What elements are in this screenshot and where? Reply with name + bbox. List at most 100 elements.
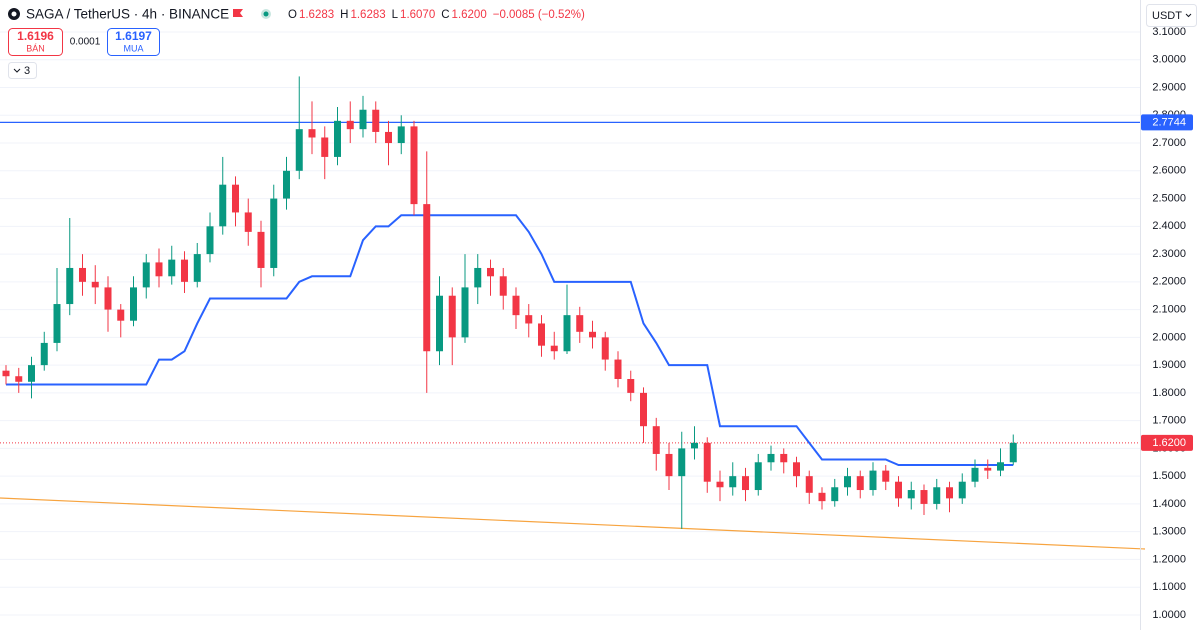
candle-body bbox=[895, 481, 902, 499]
price-axis: 1.00001.10001.20001.30001.40001.50001.60… bbox=[1141, 26, 1193, 621]
sell-label: BÁN bbox=[26, 43, 45, 53]
y-tick-label: 1.5000 bbox=[1152, 470, 1186, 482]
candle-body bbox=[155, 262, 163, 277]
candle-body bbox=[461, 287, 469, 338]
y-tick-label: 2.3000 bbox=[1152, 248, 1186, 260]
ohlc-key: L bbox=[392, 9, 399, 21]
flag-icon[interactable] bbox=[233, 9, 243, 17]
candle-body bbox=[831, 487, 839, 502]
y-tick-label: 2.2000 bbox=[1152, 276, 1186, 288]
candle-body bbox=[805, 476, 813, 493]
candle-body bbox=[767, 453, 775, 463]
currency-select[interactable] bbox=[1146, 4, 1197, 27]
ohlc-value: 1.6200 bbox=[452, 9, 487, 21]
candle-body bbox=[703, 442, 711, 482]
candle-body bbox=[168, 259, 176, 277]
candle-body bbox=[984, 467, 992, 471]
candle-body bbox=[665, 453, 673, 477]
price-label: 1.6200 bbox=[1152, 437, 1186, 449]
status-dot-inner bbox=[263, 11, 269, 17]
buy-button[interactable] bbox=[107, 28, 160, 56]
candle-body bbox=[742, 476, 749, 491]
sell-price: 1.6196 bbox=[17, 29, 54, 43]
candle-body bbox=[780, 453, 788, 463]
candle-body bbox=[15, 376, 23, 382]
candle-body bbox=[601, 337, 609, 360]
candle-body bbox=[181, 259, 188, 282]
chevron bbox=[13, 68, 21, 73]
candle-body bbox=[2, 370, 10, 377]
chevron bbox=[1185, 13, 1192, 18]
candle-body bbox=[729, 476, 737, 488]
candle-body bbox=[40, 342, 48, 366]
candle-body bbox=[206, 226, 214, 255]
y-tick-label: 3.1000 bbox=[1152, 26, 1186, 38]
candle-body bbox=[448, 295, 456, 338]
candle-body bbox=[589, 331, 596, 338]
y-tick-label: 1.9000 bbox=[1152, 359, 1186, 371]
y-tick-label: 2.9000 bbox=[1152, 81, 1186, 93]
symbol-title: SAGA / TetherUS · 4h · BINANCE bbox=[26, 7, 229, 22]
candle-body bbox=[397, 126, 405, 144]
candle-body bbox=[474, 267, 482, 288]
candle-body bbox=[193, 254, 201, 282]
candle-body bbox=[550, 345, 558, 352]
candle-body bbox=[423, 204, 431, 352]
y-tick-label: 2.7000 bbox=[1152, 137, 1186, 149]
y-tick-label: 1.8000 bbox=[1152, 387, 1186, 399]
sell-button[interactable] bbox=[8, 28, 63, 56]
candle-body bbox=[856, 476, 864, 491]
y-tick-label: 1.4000 bbox=[1152, 498, 1186, 510]
candle-body bbox=[499, 276, 507, 296]
candle-body bbox=[933, 487, 941, 504]
candle-body bbox=[117, 309, 125, 321]
candle-body bbox=[678, 448, 686, 477]
indicators-toggle[interactable] bbox=[8, 62, 37, 79]
candle-body bbox=[346, 120, 354, 130]
candle-body bbox=[385, 131, 392, 144]
candle-body bbox=[28, 365, 35, 382]
candle-body bbox=[691, 442, 698, 449]
candle-body bbox=[754, 462, 762, 491]
ohlc-key: H bbox=[340, 9, 348, 21]
y-tick-label: 2.0000 bbox=[1152, 331, 1186, 343]
buy-label: MUA bbox=[124, 43, 144, 53]
ohlc-value: 1.6283 bbox=[350, 9, 385, 21]
y-tick-label: 3.0000 bbox=[1152, 54, 1186, 66]
y-tick-label: 2.5000 bbox=[1152, 192, 1186, 204]
candle-body bbox=[525, 315, 533, 324]
price-label: 2.7744 bbox=[1152, 116, 1186, 128]
candle-body bbox=[244, 212, 252, 232]
candle-body bbox=[997, 462, 1004, 471]
ohlc-key: O bbox=[288, 9, 297, 21]
y-tick-label: 1.7000 bbox=[1152, 415, 1186, 427]
candle-body bbox=[512, 295, 520, 316]
candle-body bbox=[652, 426, 660, 454]
candle-body bbox=[66, 267, 74, 305]
candle-body bbox=[359, 109, 367, 130]
candle-body bbox=[844, 476, 851, 488]
plot bbox=[0, 76, 1146, 550]
candle-body bbox=[334, 120, 341, 157]
candle-body bbox=[79, 267, 86, 282]
candle-body bbox=[219, 184, 227, 227]
candle-body bbox=[882, 470, 890, 482]
candle-body bbox=[283, 170, 290, 199]
candle-body bbox=[576, 315, 584, 332]
candle-body bbox=[142, 262, 150, 288]
symbol-icon-inner bbox=[11, 11, 17, 17]
indicators-count: 3 bbox=[24, 65, 30, 77]
candle-body bbox=[257, 231, 265, 268]
price-label-bg bbox=[1141, 434, 1193, 451]
candle-body bbox=[958, 481, 966, 499]
ohlc-value: 1.6283 bbox=[299, 9, 334, 21]
candle-body bbox=[270, 198, 278, 268]
candle-body bbox=[308, 129, 316, 138]
candle-body bbox=[818, 492, 826, 502]
y-tick-label: 1.0000 bbox=[1152, 609, 1186, 621]
y-tick-label: 1.2000 bbox=[1152, 553, 1186, 565]
candle-body bbox=[53, 304, 61, 343]
candle-body bbox=[907, 490, 915, 499]
y-tick-label: 2.1000 bbox=[1152, 304, 1186, 316]
